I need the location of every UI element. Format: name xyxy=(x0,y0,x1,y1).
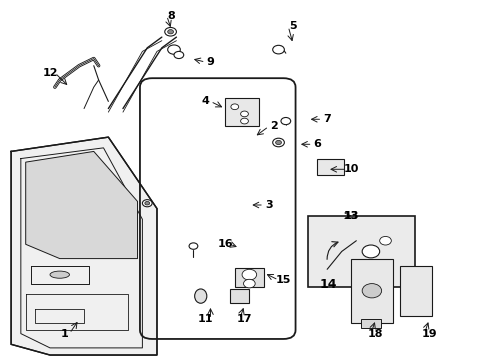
Circle shape xyxy=(272,45,284,54)
Text: 19: 19 xyxy=(421,329,436,339)
Text: 1: 1 xyxy=(61,329,68,339)
Circle shape xyxy=(240,111,248,117)
Text: 10: 10 xyxy=(343,164,358,174)
Bar xyxy=(229,289,249,303)
Circle shape xyxy=(272,138,284,147)
Circle shape xyxy=(242,269,256,280)
Circle shape xyxy=(240,118,248,124)
Polygon shape xyxy=(26,152,137,258)
Text: 14: 14 xyxy=(319,278,337,291)
Text: 6: 6 xyxy=(313,139,321,149)
Circle shape xyxy=(189,243,198,249)
Circle shape xyxy=(164,27,176,36)
Circle shape xyxy=(243,279,255,288)
Circle shape xyxy=(142,200,152,207)
Text: 3: 3 xyxy=(264,200,272,210)
Circle shape xyxy=(275,140,281,145)
Ellipse shape xyxy=(194,289,206,303)
Polygon shape xyxy=(11,137,157,355)
Circle shape xyxy=(281,117,290,125)
Ellipse shape xyxy=(50,271,69,278)
Text: 18: 18 xyxy=(367,329,383,339)
Bar xyxy=(351,258,392,323)
Text: 11: 11 xyxy=(198,314,213,324)
Text: 13: 13 xyxy=(343,211,358,221)
Text: 15: 15 xyxy=(275,275,290,285)
Bar xyxy=(361,319,380,328)
Text: 13: 13 xyxy=(343,211,358,221)
Circle shape xyxy=(144,202,149,205)
Circle shape xyxy=(167,45,180,54)
Text: 5: 5 xyxy=(289,21,296,31)
Bar xyxy=(224,98,259,126)
Circle shape xyxy=(167,30,173,34)
Text: 8: 8 xyxy=(167,11,175,21)
Circle shape xyxy=(362,284,381,298)
Circle shape xyxy=(362,245,379,258)
Text: 12: 12 xyxy=(42,68,58,78)
Circle shape xyxy=(230,104,238,110)
Bar xyxy=(317,158,344,175)
Text: 2: 2 xyxy=(269,121,277,131)
Text: 9: 9 xyxy=(206,57,214,67)
Circle shape xyxy=(379,237,390,245)
Text: 4: 4 xyxy=(201,96,209,107)
Bar xyxy=(234,267,264,287)
Text: 17: 17 xyxy=(236,314,252,324)
Bar xyxy=(399,266,431,316)
Circle shape xyxy=(174,51,183,59)
Text: 7: 7 xyxy=(323,114,330,124)
Text: 16: 16 xyxy=(217,239,232,249)
Bar xyxy=(307,216,414,287)
